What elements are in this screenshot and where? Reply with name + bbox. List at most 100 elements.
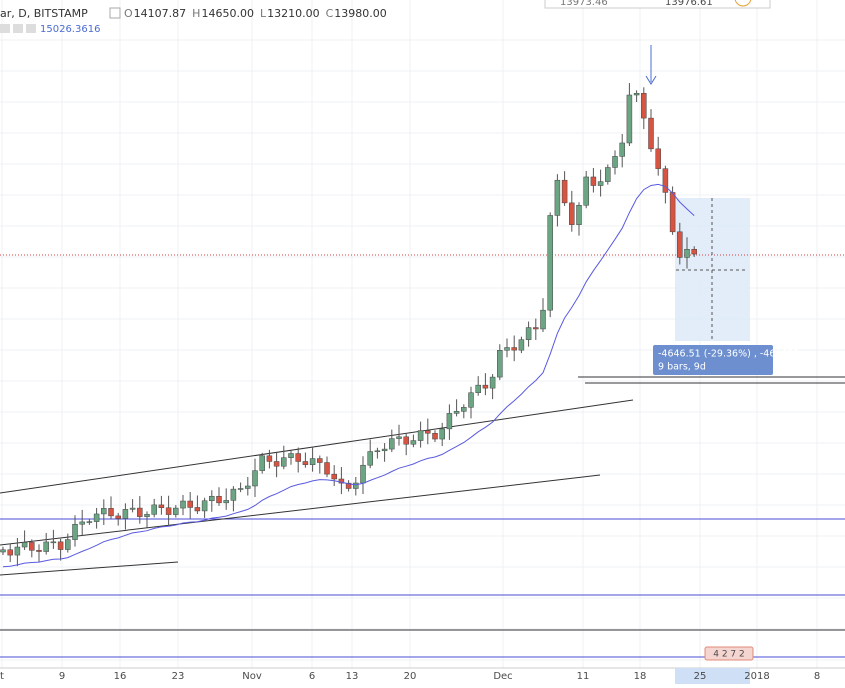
candle <box>14 546 21 556</box>
candle <box>669 192 676 233</box>
candle <box>144 514 150 517</box>
axis-highlight <box>675 668 750 684</box>
candle <box>245 485 251 489</box>
candle <box>583 176 589 206</box>
candle <box>317 458 323 463</box>
candle <box>43 541 49 552</box>
candle <box>475 384 481 393</box>
candle <box>165 507 172 515</box>
popup-value: 13976.61 <box>665 0 713 8</box>
popup-value: 13973.46 <box>560 0 608 8</box>
indicator-box <box>13 24 23 33</box>
x-tick-label: Dec <box>493 671 512 682</box>
measure-text: 9 bars, 9d <box>658 362 706 373</box>
candle <box>417 430 424 441</box>
x-tick-label: 20 <box>404 671 417 682</box>
candle <box>201 500 208 512</box>
candle <box>151 504 157 515</box>
candle <box>331 473 337 480</box>
ohlc-label: O <box>124 7 133 20</box>
candle <box>425 430 431 434</box>
arrow-marker <box>645 45 657 85</box>
candle <box>237 488 244 490</box>
candle <box>453 411 460 414</box>
candle <box>677 231 683 258</box>
candle <box>648 117 654 150</box>
ohlc-label: C <box>326 7 334 20</box>
candle <box>489 376 496 389</box>
candle <box>115 515 121 519</box>
x-tick-label: 23 <box>172 671 185 682</box>
candle <box>612 156 618 168</box>
candle <box>273 461 280 467</box>
candle <box>410 440 417 445</box>
candle <box>403 436 409 445</box>
x-tick-label: 13 <box>346 671 359 682</box>
x-tick-label: 25 <box>694 671 707 682</box>
x-tick-label: 8 <box>814 671 820 682</box>
candle <box>108 508 114 517</box>
x-tick-label: t <box>0 671 4 682</box>
candle <box>180 500 186 509</box>
candle <box>338 478 345 484</box>
badge-text: 4 2 7 2 <box>713 650 745 660</box>
candle <box>324 462 330 475</box>
candle <box>21 542 28 548</box>
trendlines <box>0 376 845 631</box>
candle <box>389 438 395 450</box>
candle <box>367 451 373 466</box>
candle <box>353 482 359 489</box>
ohlc-value: 14650.00 <box>201 7 254 20</box>
candle <box>252 470 258 487</box>
x-tick-label: 18 <box>634 671 647 682</box>
candle <box>86 521 93 523</box>
candle <box>29 542 35 551</box>
candles <box>0 83 697 567</box>
candle <box>691 249 697 255</box>
candle <box>569 202 575 225</box>
candle <box>302 461 309 465</box>
candle <box>461 407 467 412</box>
candle <box>36 550 42 552</box>
candle <box>396 436 402 439</box>
popup-icon <box>734 0 752 7</box>
candle <box>561 179 568 204</box>
indicator-box <box>0 24 10 33</box>
indicator-box <box>26 24 36 33</box>
ohlc-value: 13980.00 <box>334 7 387 20</box>
ohlc-label: L <box>260 7 267 20</box>
candle <box>158 504 165 508</box>
candle <box>187 500 193 508</box>
candle <box>93 513 100 522</box>
candle <box>209 495 215 502</box>
measure-guides <box>676 198 748 340</box>
candle <box>230 488 237 501</box>
checkbox <box>109 7 121 19</box>
x-tick-label: 9 <box>59 671 65 682</box>
candle <box>50 541 57 544</box>
candle <box>288 453 294 458</box>
candle <box>194 507 201 512</box>
candle <box>482 384 489 389</box>
candle <box>72 523 78 540</box>
ohlc-value: 13210.00 <box>267 7 320 20</box>
measure-label <box>653 345 773 375</box>
candle <box>65 539 71 550</box>
x-tick-label: Nov <box>242 671 262 682</box>
candle <box>101 508 107 515</box>
candle <box>216 495 222 504</box>
candle <box>504 347 510 351</box>
candle <box>381 448 388 452</box>
ohlc-value: 14107.87 <box>134 7 187 20</box>
ohlc-label: H <box>192 7 200 20</box>
candle <box>525 327 532 340</box>
candle <box>360 464 366 484</box>
candle <box>439 428 445 440</box>
levels <box>0 518 845 658</box>
candle <box>173 507 179 515</box>
x-tick-label: 6 <box>309 671 315 682</box>
candle <box>619 142 625 157</box>
candle <box>432 433 438 440</box>
candle <box>576 205 582 225</box>
candle <box>540 309 546 330</box>
